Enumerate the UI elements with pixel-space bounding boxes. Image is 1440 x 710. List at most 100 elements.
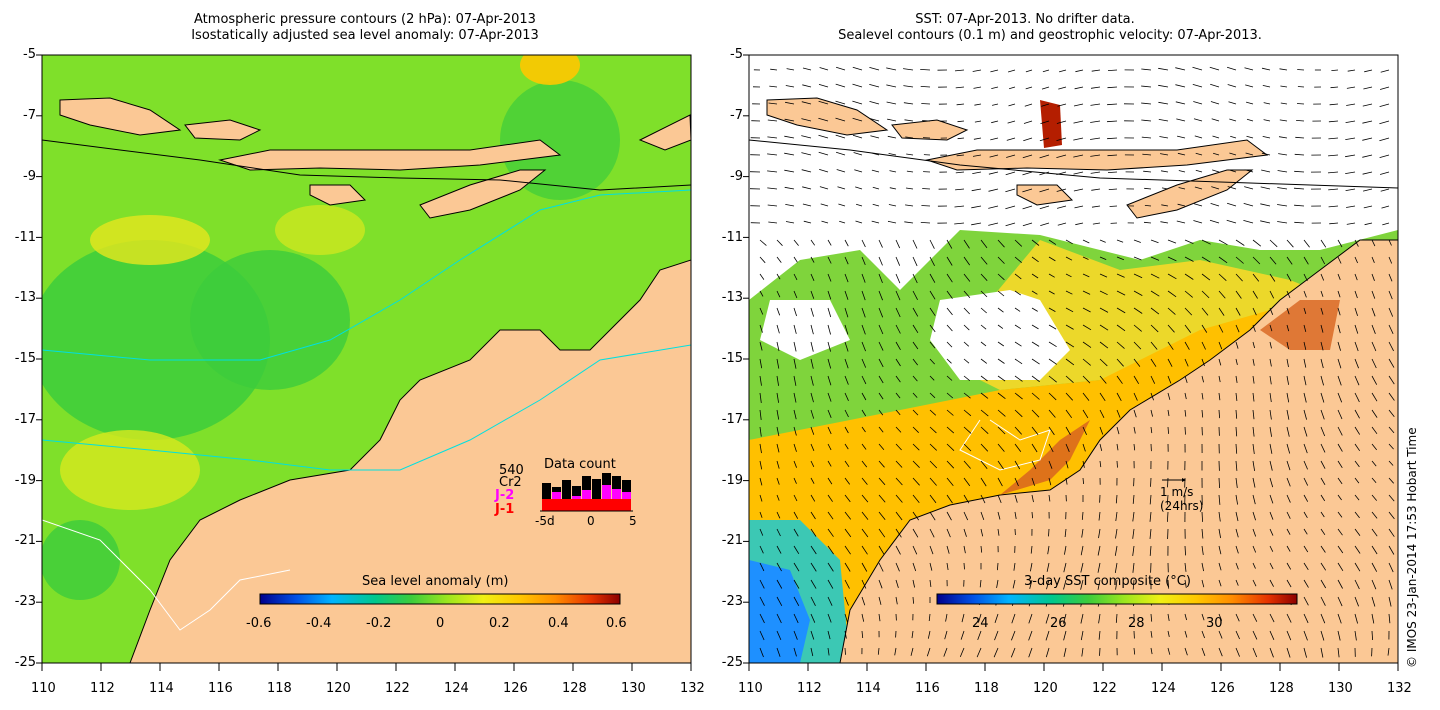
velocity-arrow	[990, 69, 999, 73]
right-lon-label: 128	[1269, 681, 1294, 696]
velocity-arrow	[1065, 358, 1075, 366]
velocity-arrow	[993, 647, 999, 658]
velocity-arrow	[776, 511, 781, 519]
velocity-arrow	[1040, 120, 1050, 124]
velocity-arrow	[1371, 409, 1378, 418]
velocity-arrow	[963, 443, 972, 452]
velocity-arrow	[844, 307, 849, 318]
velocity-arrow	[1014, 392, 1023, 400]
velocity-arrow	[759, 307, 764, 315]
velocity-arrow	[980, 511, 985, 521]
velocity-arrow	[1031, 341, 1040, 347]
velocity-arrow	[776, 460, 780, 469]
velocity-arrow	[1014, 273, 1022, 280]
velocity-arrow	[871, 169, 880, 173]
velocity-arrow	[1296, 103, 1305, 105]
velocity-arrow	[1229, 118, 1237, 122]
velocity-arrow	[793, 358, 797, 369]
velocity-arrow	[1064, 528, 1067, 538]
velocity-arrow	[956, 103, 965, 106]
velocity-arrow	[1176, 118, 1186, 122]
velocity-arrow	[776, 477, 780, 485]
left-white-contour	[42, 519, 291, 631]
velocity-arrow	[929, 290, 936, 300]
right-lat-label: -13	[721, 290, 743, 305]
velocity-arrow	[1201, 511, 1203, 522]
velocity-arrow	[1116, 307, 1126, 314]
velocity-arrow	[1235, 562, 1239, 570]
velocity-arrow	[1184, 358, 1189, 367]
velocity-arrow	[878, 494, 886, 503]
velocity-arrow	[835, 100, 846, 105]
velocity-arrow	[1158, 101, 1169, 105]
velocity-arrow	[827, 528, 834, 537]
velocity-arrow	[980, 358, 988, 364]
velocity-arrow	[810, 494, 816, 502]
velocity-arrow	[1354, 579, 1360, 590]
velocity-arrow	[827, 358, 832, 369]
velocity-arrow	[1371, 460, 1377, 467]
velocity-arrow	[912, 511, 920, 521]
velocity-arrow	[1048, 273, 1055, 278]
velocity-arrow	[1261, 152, 1271, 156]
velocity-arrow	[1031, 324, 1039, 330]
velocity-arrow	[1132, 579, 1135, 590]
velocity-arrow	[905, 204, 914, 207]
velocity-arrow	[1388, 528, 1395, 537]
velocity-arrow	[793, 324, 797, 334]
velocity-arrow	[980, 528, 984, 537]
velocity-arrow	[855, 220, 863, 224]
velocity-arrow	[1286, 443, 1291, 454]
sla-high-2	[275, 205, 365, 255]
velocity-arrow	[844, 358, 849, 369]
velocity-arrow	[929, 460, 938, 469]
velocity-arrow	[912, 562, 917, 572]
velocity-arrow	[1107, 86, 1118, 89]
velocity-arrow	[1235, 630, 1240, 640]
right-lat-label: -17	[721, 412, 743, 427]
velocity-arrow	[980, 290, 988, 298]
velocity-arrow	[759, 596, 765, 606]
velocity-arrow	[994, 630, 999, 641]
velocity-arrow	[1226, 219, 1237, 224]
velocity-arrow	[1184, 392, 1187, 400]
velocity-arrow	[1039, 205, 1050, 210]
velocity-arrow	[1371, 324, 1376, 334]
velocity-arrow	[1379, 120, 1390, 125]
velocity-arrow	[887, 220, 897, 224]
velocity-arrow	[1073, 120, 1084, 124]
velocity-arrow	[946, 477, 954, 486]
velocity-arrow	[1014, 511, 1017, 519]
velocity-arrow	[946, 528, 951, 538]
velocity-arrow	[1082, 426, 1087, 435]
velocity-arrow	[801, 152, 812, 156]
velocity-arrow	[827, 324, 831, 335]
velocity-arrow	[972, 154, 982, 157]
velocity-arrow	[895, 460, 903, 468]
velocity-arrow	[759, 613, 765, 624]
velocity-arrow	[1362, 137, 1373, 141]
velocity-arrow	[802, 203, 812, 207]
velocity-arrow	[1014, 494, 1018, 503]
velocity-arrow	[1005, 171, 1016, 176]
velocity-arrow	[1058, 69, 1067, 73]
velocity-arrow	[1132, 562, 1135, 573]
velocity-arrow	[895, 528, 902, 538]
velocity-arrow	[1167, 630, 1170, 637]
velocity-arrow	[1167, 290, 1177, 298]
velocity-arrow	[929, 562, 933, 571]
velocity-arrow	[1294, 170, 1305, 173]
velocity-arrow	[1303, 494, 1309, 502]
velocity-arrow	[895, 358, 901, 367]
velocity-arrow	[971, 188, 982, 192]
velocity-arrow	[1177, 135, 1186, 139]
velocity-arrow	[1226, 66, 1237, 71]
left-lon-label: 132	[680, 681, 705, 696]
velocity-arrow	[929, 528, 935, 538]
velocity-arrow	[895, 426, 902, 433]
velocity-arrow	[887, 118, 897, 122]
sst-hot-coast	[1000, 420, 1090, 495]
velocity-arrow	[853, 152, 863, 156]
velocity-arrow	[1320, 528, 1326, 536]
velocity-arrow	[810, 375, 814, 386]
